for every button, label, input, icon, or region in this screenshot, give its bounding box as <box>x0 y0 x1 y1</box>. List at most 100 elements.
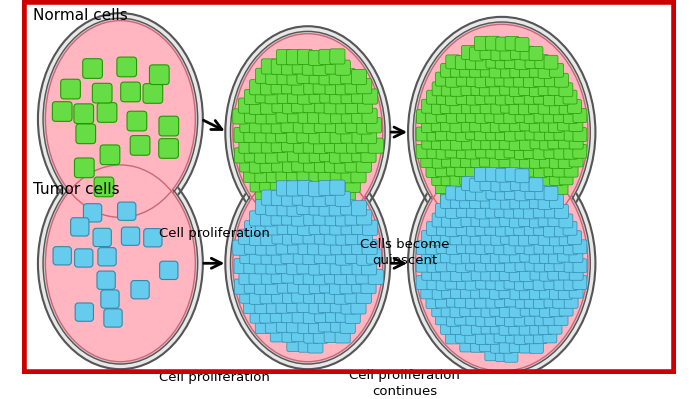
FancyBboxPatch shape <box>232 109 248 124</box>
FancyBboxPatch shape <box>281 191 297 206</box>
FancyBboxPatch shape <box>567 231 581 245</box>
FancyBboxPatch shape <box>505 293 519 307</box>
FancyBboxPatch shape <box>490 286 503 299</box>
FancyBboxPatch shape <box>535 312 549 326</box>
FancyBboxPatch shape <box>447 181 460 195</box>
FancyBboxPatch shape <box>422 231 436 244</box>
FancyBboxPatch shape <box>524 276 537 290</box>
FancyBboxPatch shape <box>461 118 475 132</box>
FancyBboxPatch shape <box>298 318 313 334</box>
FancyBboxPatch shape <box>416 144 430 158</box>
FancyBboxPatch shape <box>505 329 519 343</box>
FancyBboxPatch shape <box>505 91 519 105</box>
FancyBboxPatch shape <box>319 240 334 255</box>
FancyBboxPatch shape <box>494 241 508 255</box>
FancyBboxPatch shape <box>525 180 539 194</box>
FancyBboxPatch shape <box>505 162 519 176</box>
FancyBboxPatch shape <box>282 196 297 211</box>
FancyBboxPatch shape <box>499 321 513 335</box>
FancyBboxPatch shape <box>272 98 287 113</box>
FancyBboxPatch shape <box>450 190 464 203</box>
FancyBboxPatch shape <box>520 248 534 262</box>
FancyBboxPatch shape <box>325 157 340 172</box>
FancyBboxPatch shape <box>283 288 297 304</box>
FancyBboxPatch shape <box>490 136 504 150</box>
FancyBboxPatch shape <box>549 154 563 168</box>
FancyBboxPatch shape <box>496 126 509 140</box>
FancyBboxPatch shape <box>309 318 324 334</box>
FancyBboxPatch shape <box>298 337 313 352</box>
FancyBboxPatch shape <box>368 269 383 284</box>
FancyBboxPatch shape <box>261 118 276 133</box>
FancyBboxPatch shape <box>496 91 510 105</box>
FancyBboxPatch shape <box>325 117 341 132</box>
FancyBboxPatch shape <box>480 284 493 298</box>
FancyBboxPatch shape <box>325 307 341 322</box>
FancyBboxPatch shape <box>524 221 538 235</box>
FancyBboxPatch shape <box>461 284 475 298</box>
FancyBboxPatch shape <box>573 259 587 273</box>
FancyBboxPatch shape <box>553 163 567 177</box>
FancyBboxPatch shape <box>276 239 291 254</box>
FancyBboxPatch shape <box>495 203 509 217</box>
FancyBboxPatch shape <box>304 328 319 343</box>
FancyBboxPatch shape <box>341 88 356 104</box>
FancyBboxPatch shape <box>496 258 509 272</box>
FancyBboxPatch shape <box>569 135 583 149</box>
FancyBboxPatch shape <box>260 99 276 114</box>
FancyBboxPatch shape <box>486 54 500 68</box>
FancyBboxPatch shape <box>53 247 71 265</box>
FancyBboxPatch shape <box>61 79 80 99</box>
FancyBboxPatch shape <box>540 154 554 168</box>
FancyBboxPatch shape <box>277 201 292 216</box>
FancyBboxPatch shape <box>288 278 302 293</box>
FancyBboxPatch shape <box>271 210 286 225</box>
FancyBboxPatch shape <box>240 117 255 132</box>
FancyBboxPatch shape <box>515 187 528 201</box>
FancyBboxPatch shape <box>480 177 494 191</box>
Ellipse shape <box>43 162 198 364</box>
FancyBboxPatch shape <box>534 109 548 123</box>
FancyBboxPatch shape <box>450 100 464 114</box>
FancyBboxPatch shape <box>559 231 573 245</box>
FancyBboxPatch shape <box>436 240 450 254</box>
FancyBboxPatch shape <box>98 248 116 266</box>
FancyBboxPatch shape <box>271 269 286 284</box>
FancyBboxPatch shape <box>485 199 499 213</box>
FancyBboxPatch shape <box>524 241 538 255</box>
FancyBboxPatch shape <box>288 88 303 103</box>
FancyBboxPatch shape <box>250 308 265 323</box>
FancyBboxPatch shape <box>510 339 523 353</box>
FancyBboxPatch shape <box>436 258 450 272</box>
FancyBboxPatch shape <box>281 176 297 192</box>
FancyBboxPatch shape <box>308 109 323 124</box>
FancyBboxPatch shape <box>436 294 450 308</box>
FancyBboxPatch shape <box>530 321 544 335</box>
FancyBboxPatch shape <box>450 119 464 132</box>
FancyBboxPatch shape <box>534 295 547 309</box>
FancyBboxPatch shape <box>427 259 441 272</box>
FancyBboxPatch shape <box>440 189 454 203</box>
FancyBboxPatch shape <box>548 135 562 149</box>
FancyBboxPatch shape <box>446 109 460 123</box>
FancyBboxPatch shape <box>470 100 484 114</box>
FancyBboxPatch shape <box>485 312 498 326</box>
FancyBboxPatch shape <box>514 204 528 218</box>
FancyBboxPatch shape <box>471 136 485 150</box>
FancyBboxPatch shape <box>297 220 313 235</box>
FancyBboxPatch shape <box>520 302 534 316</box>
Ellipse shape <box>415 24 588 240</box>
FancyBboxPatch shape <box>366 118 382 133</box>
FancyBboxPatch shape <box>329 279 345 294</box>
FancyBboxPatch shape <box>475 127 489 141</box>
FancyBboxPatch shape <box>362 108 377 123</box>
FancyBboxPatch shape <box>456 221 470 235</box>
FancyBboxPatch shape <box>255 219 270 234</box>
Ellipse shape <box>415 156 588 371</box>
FancyBboxPatch shape <box>456 276 470 290</box>
FancyBboxPatch shape <box>455 163 468 177</box>
FancyBboxPatch shape <box>466 91 480 105</box>
FancyBboxPatch shape <box>281 308 297 323</box>
FancyBboxPatch shape <box>298 206 313 221</box>
FancyBboxPatch shape <box>530 135 544 149</box>
